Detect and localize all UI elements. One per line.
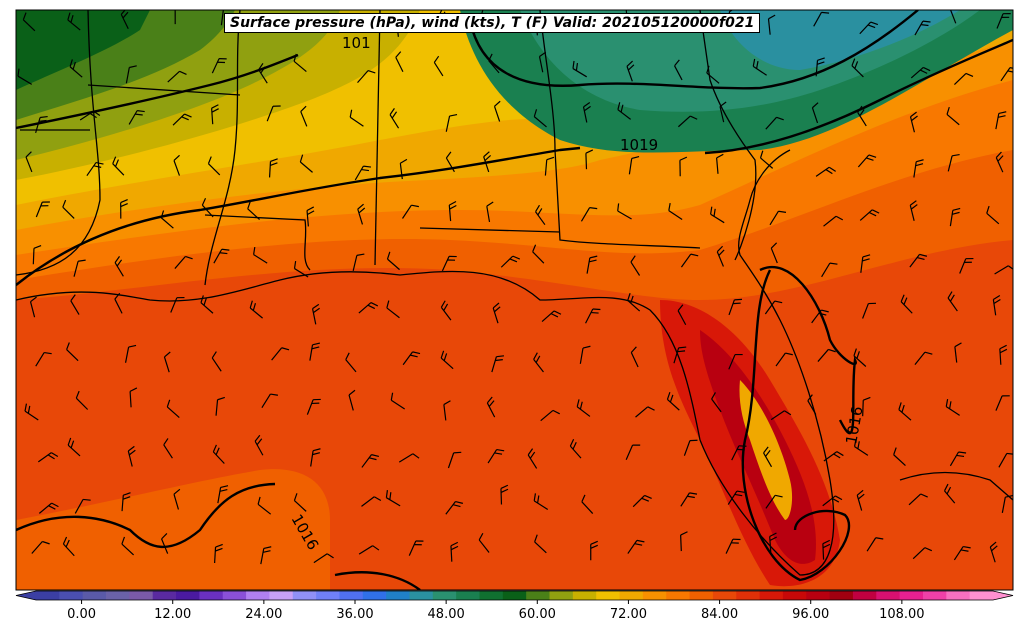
colorbar-swatch: [293, 591, 317, 600]
colorbar-swatch: [783, 591, 807, 600]
colorbar-swatch: [129, 591, 153, 600]
colorbar-tick-label: 72.00: [610, 607, 647, 622]
colorbar-swatch: [526, 591, 550, 600]
colorbar-swatch: [923, 591, 947, 600]
colorbar-swatch: [456, 591, 480, 600]
map-title: Surface pressure (hPa), wind (kts), T (F…: [224, 13, 760, 33]
colorbar-swatch: [550, 591, 574, 600]
colorbar-swatch: [409, 591, 433, 600]
colorbar-swatch: [970, 591, 994, 600]
colorbar-tick-label: 96.00: [792, 607, 829, 622]
colorbar-swatch: [153, 591, 177, 600]
colorbar-swatch: [59, 591, 83, 600]
colorbar-swatch: [830, 591, 854, 600]
colorbar-swatch: [946, 591, 970, 600]
colorbar-swatch: [596, 591, 620, 600]
colorbar-tick-label: 84.00: [701, 607, 738, 622]
colorbar-swatch: [223, 591, 247, 600]
colorbar-tick-label: 24.00: [245, 607, 282, 622]
colorbar-swatch: [246, 591, 270, 600]
colorbar-swatch: [36, 591, 60, 600]
colorbar-swatch: [573, 591, 597, 600]
colorbar-swatch: [363, 591, 387, 600]
colorbar-swatch: [479, 591, 503, 600]
colorbar-swatch: [713, 591, 737, 600]
colorbar-swatch: [620, 591, 644, 600]
colorbar-swatch: [83, 591, 107, 600]
colorbar-tick-label: 12.00: [154, 607, 191, 622]
colorbar-tick-label: 60.00: [519, 607, 556, 622]
colorbar-swatch: [806, 591, 830, 600]
contour-label-1019: 1019: [620, 136, 658, 154]
colorbar-tick-label: 0.00: [67, 607, 96, 622]
temperature-field: [16, 10, 1013, 590]
colorbar-swatch: [736, 591, 760, 600]
colorbar-swatch: [900, 591, 924, 600]
colorbar-swatch: [760, 591, 784, 600]
colorbar-extend-low: [16, 591, 36, 600]
colorbar-tick-label: 48.00: [428, 607, 465, 622]
colorbar-swatch: [316, 591, 340, 600]
colorbar-swatch: [690, 591, 714, 600]
colorbar-swatch: [176, 591, 200, 600]
colorbar-swatch: [643, 591, 667, 600]
colorbar-swatch: [199, 591, 223, 600]
colorbar-swatch: [269, 591, 293, 600]
colorbar-swatch: [339, 591, 363, 600]
colorbar-swatch: [876, 591, 900, 600]
colorbar-swatch: [503, 591, 527, 600]
contour-label-north: 101: [342, 34, 371, 52]
colorbar-tick-label: 36.00: [336, 607, 373, 622]
colorbar-swatch: [853, 591, 877, 600]
colorbar-swatch: [433, 591, 457, 600]
colorbar-swatch: [386, 591, 410, 600]
colorbar-extend-high: [993, 591, 1013, 600]
colorbar-swatch: [666, 591, 690, 600]
colorbar-swatch: [106, 591, 130, 600]
colorbar-tick-label: 108.00: [879, 607, 925, 622]
colorbar: [16, 591, 1013, 604]
